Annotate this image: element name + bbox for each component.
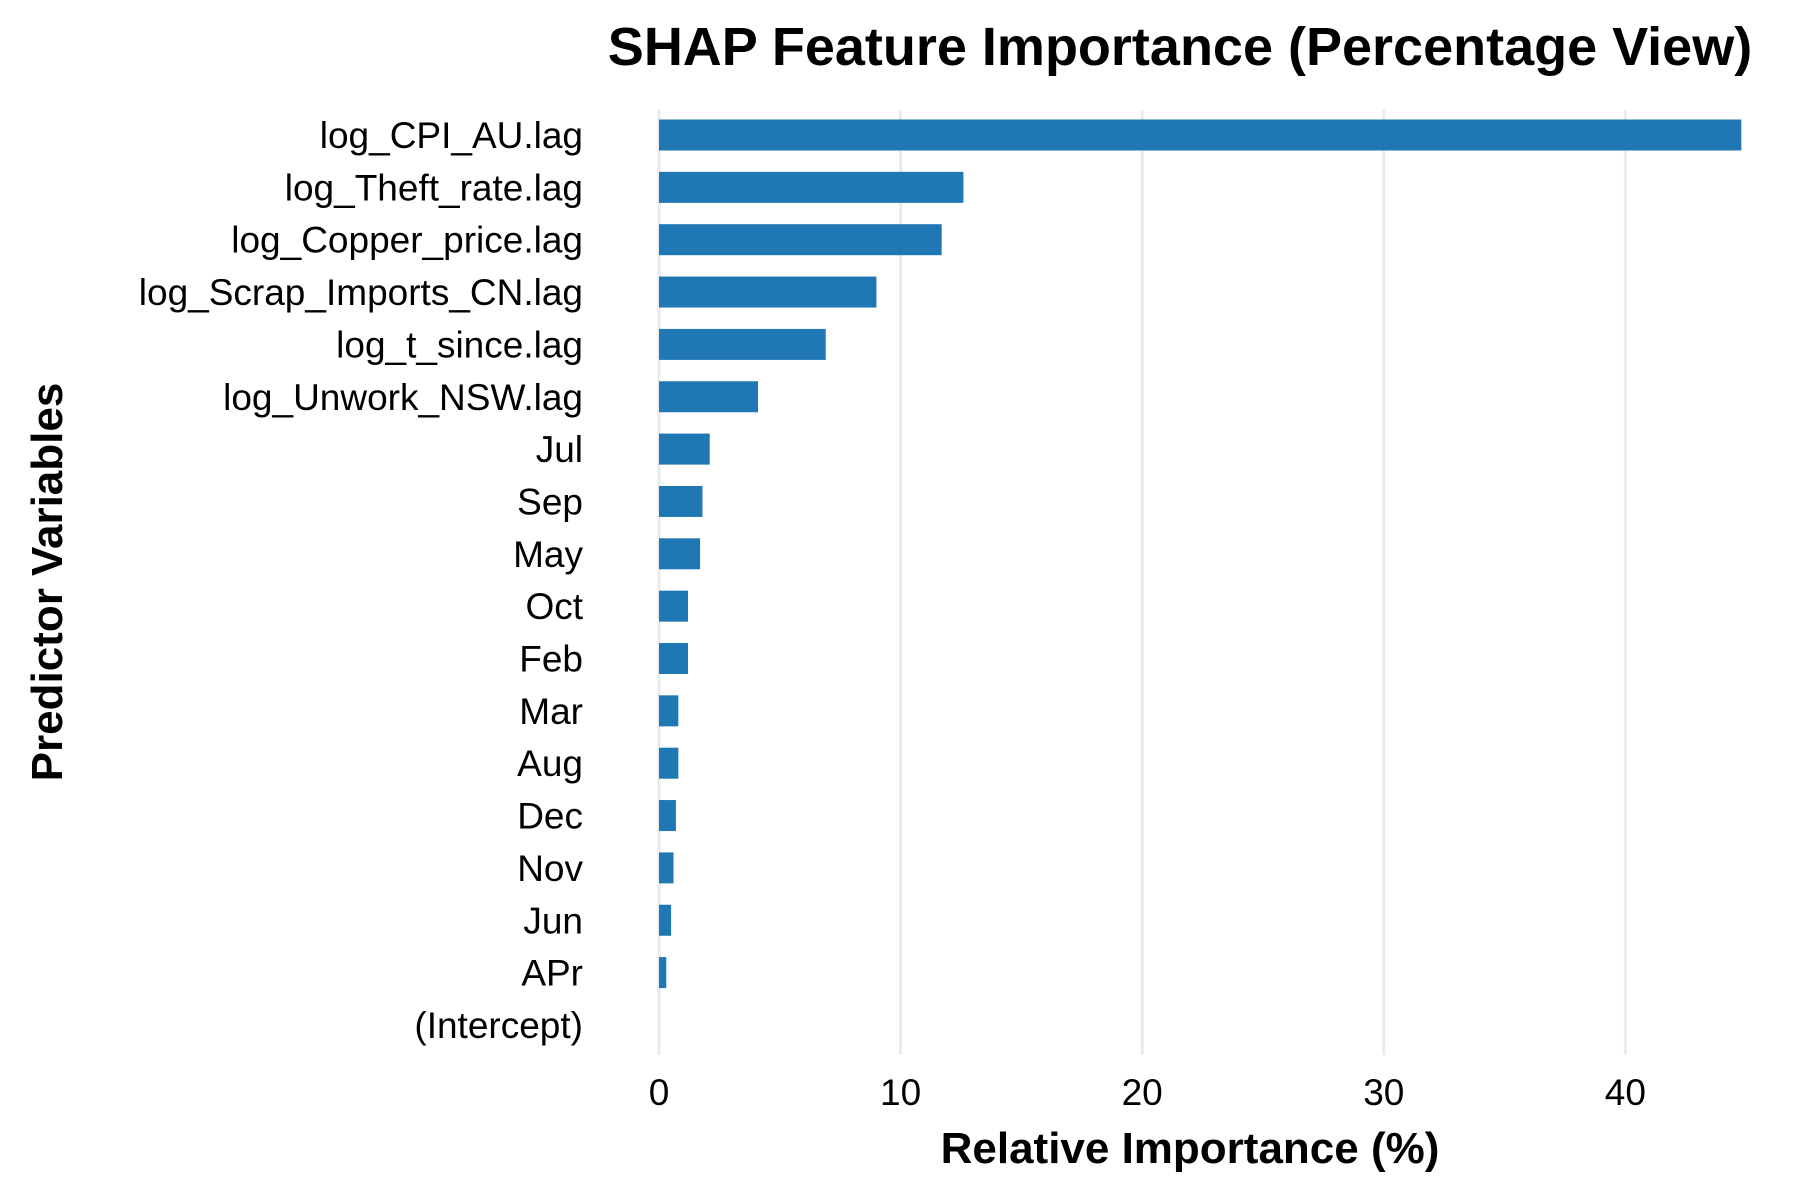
y-tick-label: Sep xyxy=(517,481,583,522)
gridlines xyxy=(657,110,1627,1055)
bar-0 xyxy=(659,119,1742,151)
y-tick-label: log_t_since.lag xyxy=(336,324,583,365)
bar-16 xyxy=(659,957,667,989)
bar-13 xyxy=(659,800,676,832)
bar-1 xyxy=(659,171,964,203)
y-tick-label: log_CPI_AU.lag xyxy=(320,115,583,156)
x-tick-label: 20 xyxy=(1122,1072,1163,1113)
y-tick-label: Jul xyxy=(536,429,583,470)
y-tick-label: Oct xyxy=(525,586,583,627)
chart-title: SHAP Feature Importance (Percentage View… xyxy=(608,17,1752,77)
y-tick-label: Feb xyxy=(519,639,583,680)
x-axis-title: Relative Importance (%) xyxy=(941,1124,1440,1173)
y-tick-label: Mar xyxy=(519,691,583,732)
y-tick-label: log_Theft_rate.lag xyxy=(285,167,583,208)
y-tick-label: log_Scrap_Imports_CN.lag xyxy=(139,272,583,313)
x-tick-labels: 0 10 20 30 40 xyxy=(649,1072,1646,1113)
bar-12 xyxy=(659,747,679,779)
y-tick-label: (Intercept) xyxy=(414,1005,583,1046)
bar-8 xyxy=(659,538,701,570)
y-tick-label: Aug xyxy=(517,743,583,784)
bars xyxy=(659,119,1742,989)
bar-11 xyxy=(659,695,679,727)
y-tick-label: log_Copper_price.lag xyxy=(231,220,583,261)
bar-7 xyxy=(659,485,703,517)
y-tick-label: Jun xyxy=(523,900,583,941)
y-tick-label: log_Unwork_NSW.lag xyxy=(223,377,583,418)
y-tick-labels: log_CPI_AU.lag log_Theft_rate.lag log_Copp… xyxy=(139,115,584,1046)
bar-2 xyxy=(659,224,942,256)
x-tick-label: 40 xyxy=(1605,1072,1646,1113)
y-tick-label: Nov xyxy=(517,848,583,889)
x-tick-label: 0 xyxy=(649,1072,670,1113)
bar-15 xyxy=(659,904,672,936)
bar-3 xyxy=(659,276,877,308)
bar-4 xyxy=(659,328,826,360)
bar-5 xyxy=(659,381,759,413)
bar-14 xyxy=(659,852,674,884)
bar-10 xyxy=(659,643,688,674)
y-tick-label: APr xyxy=(521,953,583,994)
bar-6 xyxy=(659,433,710,465)
y-tick-label: Dec xyxy=(517,796,583,837)
x-tick-label: 30 xyxy=(1363,1072,1404,1113)
x-tick-label: 10 xyxy=(880,1072,921,1113)
y-axis-title: Predictor Variables xyxy=(23,383,72,782)
bar-9 xyxy=(659,590,688,622)
y-tick-label: May xyxy=(513,534,583,575)
